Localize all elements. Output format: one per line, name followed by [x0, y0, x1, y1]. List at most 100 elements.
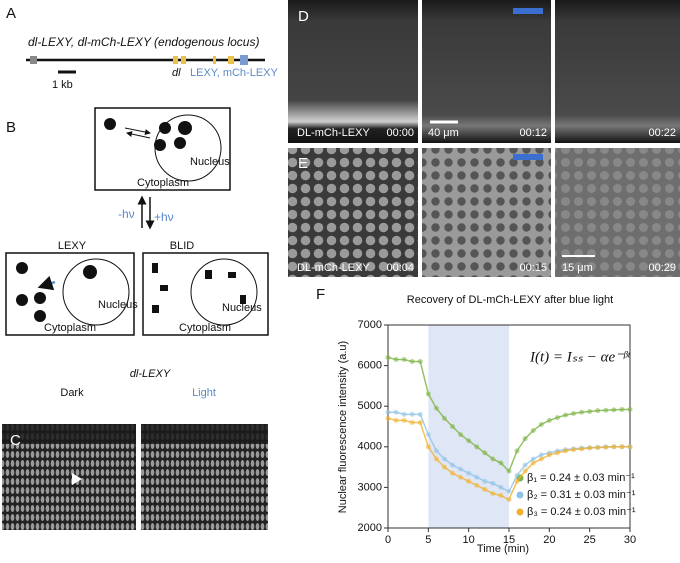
panel-label: A — [6, 5, 16, 22]
data-point — [506, 468, 512, 474]
legend-label: β₁ = 0.24 ± 0.03 min⁻¹ — [527, 472, 635, 484]
construct-label: DL-mCh-LEXY — [297, 262, 370, 274]
data-point — [554, 450, 560, 456]
x-tick-label: 0 — [385, 534, 391, 546]
data-point — [466, 470, 472, 476]
scale-label: 40 μm — [428, 127, 459, 139]
cell — [94, 107, 231, 191]
blid-title: BLID — [170, 240, 195, 252]
x-tick-label: 15 — [503, 534, 515, 546]
data-point — [498, 460, 504, 466]
data-point — [409, 411, 415, 417]
data-point — [474, 474, 480, 480]
data-point — [522, 462, 528, 468]
data-point — [530, 460, 536, 466]
panel-label: C — [10, 432, 21, 449]
data-point — [433, 448, 439, 454]
panel-a: A dl-LEXY, dl-mCh-LEXY (endogenous locus… — [6, 5, 279, 91]
data-point — [611, 444, 617, 450]
panel-f: F Recovery of DL-mCh-LEXY after blue lig… — [316, 286, 613, 555]
time-label: 00:15 — [519, 262, 547, 274]
data-point — [466, 438, 472, 444]
data-point — [514, 448, 520, 454]
nucleus-label: Nucleus — [98, 299, 138, 311]
data-point — [562, 448, 568, 454]
x-tick-label: 20 — [543, 534, 555, 546]
nucleus-label: Nucleus — [222, 302, 262, 314]
data-point — [595, 445, 601, 451]
data-point — [506, 488, 512, 494]
data-point — [538, 456, 544, 462]
data-point — [579, 446, 585, 452]
light-bar — [513, 154, 543, 160]
data-point — [458, 474, 464, 480]
legend-label: β₃ = 0.24 ± 0.03 min⁻¹ — [527, 506, 636, 518]
data-point — [433, 405, 439, 411]
micrograph — [555, 148, 680, 277]
scale-label: 15 μm — [562, 262, 593, 274]
data-point — [506, 497, 512, 503]
panel-b: B Nucleus Cytoplasm -hν +hν LEXY BLID Nu… — [5, 107, 269, 336]
data-point — [538, 421, 544, 427]
arrowhead — [72, 473, 82, 485]
data-point — [514, 478, 520, 484]
data-point — [482, 478, 488, 484]
dark-label: Dark — [60, 387, 84, 399]
data-point — [603, 444, 609, 450]
cell — [5, 252, 135, 336]
legend-label: β₂ = 0.31 ± 0.03 min⁻¹ — [527, 489, 636, 501]
minus-light: -hν — [118, 207, 135, 221]
data-point — [530, 428, 536, 434]
data-point — [458, 466, 464, 472]
light-bar — [513, 8, 543, 14]
exon — [213, 56, 216, 64]
data-point — [474, 482, 480, 488]
data-point — [450, 462, 456, 468]
arrow — [126, 131, 151, 139]
data-point — [441, 464, 447, 470]
x-tick-label: 5 — [425, 534, 431, 546]
cytoplasm-label: Cytoplasm — [179, 322, 231, 334]
construct-label: DL-mCh-LEXY — [297, 127, 370, 139]
data-point — [490, 480, 496, 486]
data-point — [393, 357, 399, 363]
micrograph — [422, 148, 551, 277]
time-label: 00:04 — [386, 262, 414, 274]
data-point — [595, 408, 601, 414]
exon — [181, 56, 186, 64]
time-label: 00:29 — [648, 262, 676, 274]
data-point — [482, 486, 488, 492]
data-point — [450, 470, 456, 476]
cell — [142, 252, 269, 336]
cytoplasm-label: Cytoplasm — [44, 322, 96, 334]
proteins — [16, 262, 97, 322]
data-point — [450, 424, 456, 429]
legend-swatch — [516, 491, 524, 499]
data-point — [522, 468, 528, 474]
panel-e: E DL-mCh-LEXY 00:04 00:15 00:29 15 μm — [288, 148, 680, 277]
data-point — [401, 417, 407, 423]
data-point — [425, 432, 431, 438]
data-point — [546, 452, 552, 458]
x-tick-label: 30 — [624, 534, 636, 546]
gene-label: dl — [172, 67, 181, 79]
nucleus — [62, 258, 130, 326]
light-label: Light — [192, 387, 216, 399]
data-point — [441, 456, 447, 462]
micrograph-edge — [2, 424, 136, 444]
data-point — [498, 484, 504, 490]
data-point — [425, 444, 431, 450]
panel-d: D DL-mCh-LEXY 00:00 00:12 00:22 40 μm — [288, 0, 680, 143]
data-point — [619, 406, 625, 412]
data-point — [611, 407, 617, 413]
lexy-title: LEXY — [58, 240, 87, 252]
data-point — [587, 408, 593, 414]
micrograph — [288, 148, 418, 277]
gene-title: dl-LEXY, dl-mCh-LEXY (endogenous locus) — [28, 35, 259, 49]
data-point — [425, 391, 431, 397]
data-point — [554, 415, 560, 421]
data-point — [490, 456, 496, 462]
data-point — [385, 409, 391, 415]
data-point — [571, 411, 577, 417]
